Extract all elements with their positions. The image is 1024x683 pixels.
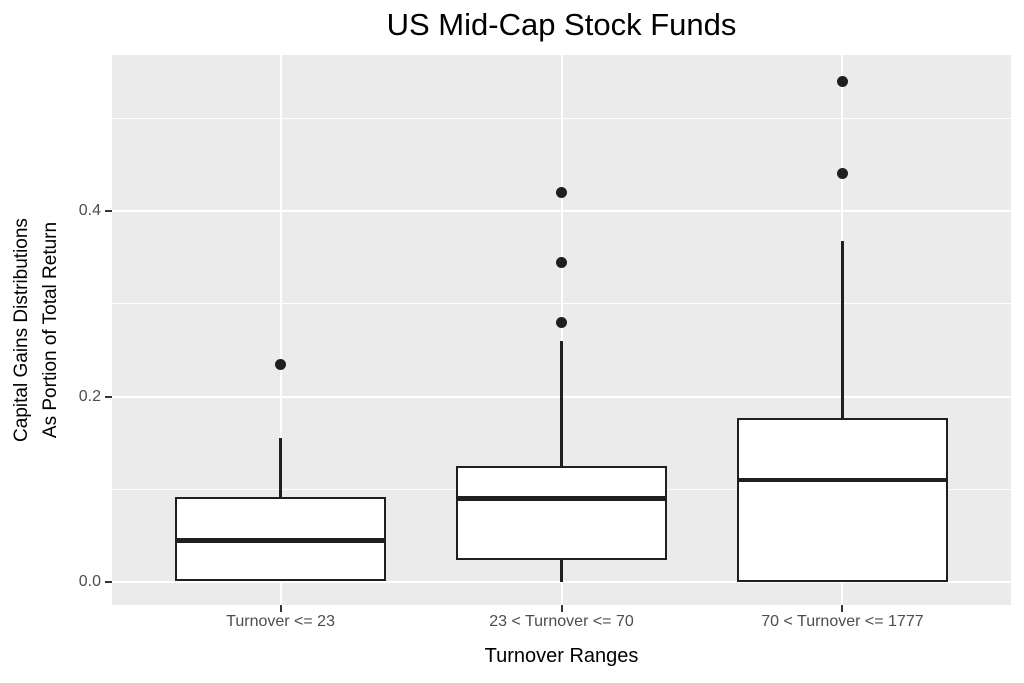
x-tick-label: Turnover <= 23 — [226, 613, 335, 630]
outlier-point — [556, 256, 567, 268]
x-tick-mark — [841, 605, 844, 612]
y-axis-title: Capital Gains Distributions As Portion o… — [11, 218, 61, 442]
plot-panel — [112, 55, 1011, 605]
box-median-line — [737, 477, 948, 483]
outlier-point — [556, 316, 567, 328]
x-axis-title: Turnover Ranges — [484, 645, 639, 667]
y-tick-label: 0.4 — [78, 202, 101, 219]
outlier-point — [836, 168, 848, 180]
x-tick-mark — [560, 605, 563, 612]
x-tick-mark — [279, 605, 282, 612]
y-tick-mark — [105, 395, 112, 398]
chart-title: US Mid-Cap Stock Funds — [386, 7, 737, 42]
gridline-vertical — [560, 55, 563, 605]
box-whisker-upper — [279, 438, 282, 499]
box-iqr — [456, 465, 667, 561]
box-whisker-upper — [560, 340, 563, 467]
y-tick-label: 0.0 — [78, 572, 101, 590]
box-whisker-upper — [841, 240, 844, 420]
x-tick-label: 70 < Turnover <= 1777 — [761, 613, 924, 630]
y-tick-mark — [105, 210, 112, 212]
outlier-point — [836, 75, 848, 87]
gridline-vertical — [279, 55, 282, 605]
box-whisker-lower — [560, 558, 563, 582]
outlier-point — [275, 358, 287, 370]
outlier-point — [556, 186, 567, 198]
y-tick-label: 0.2 — [78, 387, 101, 405]
box-iqr — [737, 418, 948, 583]
box-median-line — [175, 538, 386, 543]
y-tick-mark — [105, 580, 112, 583]
box-median-line — [456, 496, 667, 501]
x-tick-label: 23 < Turnover <= 70 — [489, 613, 634, 630]
